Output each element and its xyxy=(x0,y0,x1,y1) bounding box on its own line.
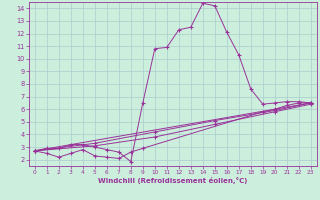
X-axis label: Windchill (Refroidissement éolien,°C): Windchill (Refroidissement éolien,°C) xyxy=(98,177,247,184)
